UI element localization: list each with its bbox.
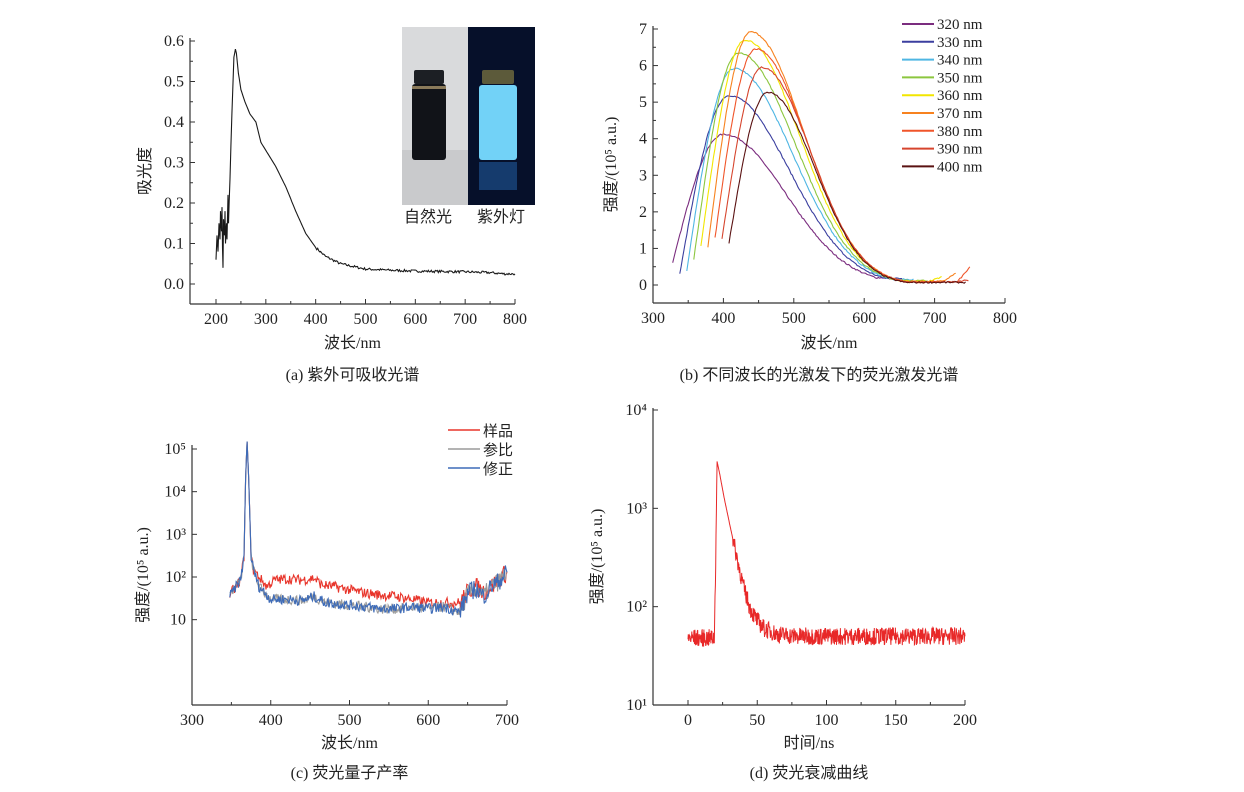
y-axis-label: 吸光度 (136, 147, 154, 195)
x-tick-label: 700 (453, 311, 477, 328)
legend-label: 390 nm (937, 142, 983, 158)
series-line-2 (229, 441, 508, 618)
series-line-0 (215, 48, 516, 276)
x-tick-label: 700 (923, 310, 947, 327)
x-axis-label: 时间/ns (784, 734, 835, 752)
x-tick-label: 800 (503, 311, 527, 328)
y-tick-label: 10⁴ (164, 484, 186, 501)
x-tick-label: 150 (884, 712, 908, 729)
panel-caption: (c) 荧光量子产率 (291, 764, 409, 782)
y-tick-label: 0.4 (164, 114, 184, 131)
y-tick-label: 10² (626, 599, 647, 616)
inset-label-natural: 自然光 (404, 208, 452, 226)
vial-meniscus (412, 86, 446, 89)
y-tick-label: 4 (639, 131, 647, 148)
x-axis-label: 波长/nm (324, 334, 381, 352)
y-tick-label: 7 (639, 21, 647, 38)
y-tick-label: 0.1 (164, 236, 184, 253)
x-tick-label: 400 (711, 310, 735, 327)
legend-label: 350 nm (937, 70, 983, 86)
x-tick-label: 50 (749, 712, 765, 729)
inset-label-uv: 紫外灯 (477, 208, 525, 226)
y-axis-label: 强度/(10⁵ a.u.) (588, 509, 606, 605)
x-tick-label: 400 (304, 311, 328, 328)
x-tick-label: 600 (416, 712, 440, 729)
y-tick-label: 0.3 (164, 155, 184, 172)
y-axis-label: 强度/(10⁵ a.u.) (134, 527, 152, 623)
y-tick-label: 0.2 (164, 195, 184, 212)
y-tick-label: 0 (639, 277, 647, 294)
y-tick-label: 3 (639, 167, 647, 184)
series-line-3 (693, 52, 928, 282)
legend-label: 400 nm (937, 159, 983, 175)
vial-glowing (479, 85, 517, 160)
y-tick-label: 6 (639, 58, 647, 75)
y-tick-label: 0.5 (164, 74, 184, 91)
x-axis-label: 波长/nm (801, 334, 858, 352)
x-tick-label: 700 (495, 712, 519, 729)
y-axis-label: 强度/(10⁵ a.u.) (602, 117, 620, 213)
inset-photo (402, 27, 535, 205)
panel-caption: (a) 紫外可吸收光谱 (286, 366, 420, 384)
panel-c: 300 400 500 600 700 10 10² 10³ 10⁴ 10⁵ 波长/nm 强度/(10… (134, 423, 519, 782)
x-tick-label: 200 (953, 712, 977, 729)
y-tick-label: 10⁴ (625, 402, 647, 419)
legend-label: 样品 (483, 423, 513, 440)
x-tick-label: 300 (641, 310, 665, 327)
y-tick-label: 1 (639, 240, 647, 257)
y-tick-label: 10¹ (626, 697, 647, 714)
y-tick-label: 10 (170, 612, 186, 629)
vial-dark (412, 84, 446, 160)
y-tick-label: 10³ (165, 526, 186, 543)
series-line-1 (679, 95, 903, 280)
y-tick-label: 10³ (626, 500, 647, 517)
panel-a: 200 300 400 500 600 700 800 0.0 0.1 0.2 0.3 0.4 0.5 0… (136, 27, 535, 384)
x-tick-label: 500 (338, 712, 362, 729)
series-line-5 (707, 31, 956, 283)
x-axis-label: 波长/nm (321, 734, 378, 752)
x-tick-label: 800 (993, 310, 1017, 327)
x-tick-label: 100 (815, 712, 839, 729)
y-tick-label: 0.6 (164, 33, 184, 50)
x-tick-label: 500 (354, 311, 378, 328)
legend-label: 修正 (483, 461, 513, 478)
panel-b: 300 400 500 600 700 800 0 1 2 3 4 5 6 7 波长/nm 强度/(10⁵ a… (602, 17, 1017, 384)
panel-caption: (d) 荧光衰减曲线 (750, 764, 869, 782)
vial-reflection (479, 162, 517, 190)
x-tick-label: 0 (684, 712, 692, 729)
x-tick-label: 300 (180, 712, 204, 729)
series-line-2 (686, 67, 914, 281)
y-tick-label: 2 (639, 204, 647, 221)
series-line-0 (672, 133, 893, 279)
x-tick-label: 300 (254, 311, 278, 328)
legend-label: 340 nm (937, 53, 983, 69)
x-tick-label: 200 (204, 311, 228, 328)
series-line-8 (728, 91, 966, 284)
legend-label: 370 nm (937, 106, 983, 122)
legend-label: 320 nm (937, 17, 983, 33)
x-tick-label: 500 (782, 310, 806, 327)
series-line-0 (687, 461, 966, 647)
legend-label: 参比 (483, 442, 513, 459)
y-tick-label: 0.0 (164, 276, 184, 293)
y-tick-label: 10² (165, 569, 186, 586)
series-line-7 (721, 66, 969, 284)
y-tick-label: 10⁵ (164, 441, 186, 458)
y-tick-label: 5 (639, 94, 647, 111)
vial-cap (414, 70, 444, 84)
legend-label: 380 nm (937, 124, 983, 140)
series-line-0 (229, 441, 508, 610)
x-tick-label: 600 (852, 310, 876, 327)
vial-cap-uv (482, 70, 514, 84)
legend-label: 360 nm (937, 88, 983, 104)
x-tick-label: 600 (403, 311, 427, 328)
panel-d: 0 50 100 150 200 10¹ 10² 10³ 10⁴ 时间/ns 强度/(10⁵ a.u… (588, 402, 977, 782)
x-tick-label: 400 (259, 712, 283, 729)
panel-caption: (b) 不同波长的光激发下的荧光激发光谱 (680, 366, 959, 384)
legend-label: 330 nm (937, 35, 983, 51)
